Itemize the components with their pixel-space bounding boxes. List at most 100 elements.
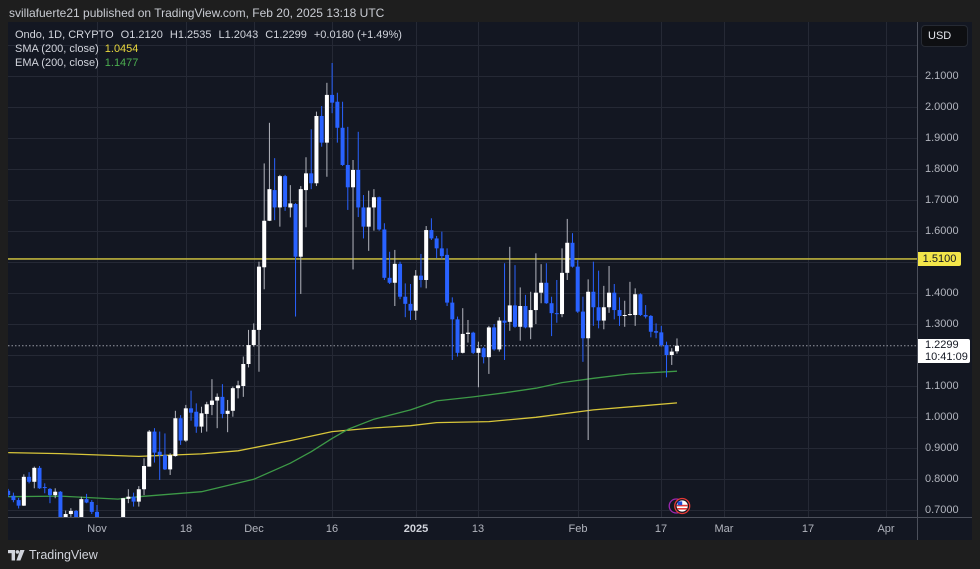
candle-down <box>42 487 47 489</box>
indicator-name[interactable]: EMA (200, close) <box>15 57 99 69</box>
candle-down <box>58 491 63 517</box>
candle-down <box>648 315 653 332</box>
candle-down <box>309 173 314 184</box>
candle-up <box>209 400 214 405</box>
time-tick: Nov <box>87 523 107 535</box>
candle-down <box>194 411 199 427</box>
candle-up <box>533 292 538 311</box>
candle-down <box>554 313 559 315</box>
candle-down <box>293 204 298 257</box>
plot-area[interactable]: Ondo, 1D, CRYPTO O1.2120 H1.2535 L1.2043… <box>8 22 917 517</box>
candle-up <box>366 207 371 227</box>
currency-button[interactable]: USD <box>921 25 968 47</box>
candle-down <box>455 319 460 353</box>
chart-legend: Ondo, 1D, CRYPTO O1.2120 H1.2535 L1.2043… <box>15 28 402 70</box>
legend-indicator-ema[interactable]: EMA (200, close) 1.1477 <box>15 56 402 70</box>
ema-line[interactable] <box>8 370 678 500</box>
candle-down <box>523 306 528 328</box>
candle-down <box>439 248 444 257</box>
candle-up <box>173 418 178 457</box>
candle-up <box>669 351 674 355</box>
candle-down <box>189 408 194 413</box>
candle-down <box>220 396 225 414</box>
ohlc-label: H <box>169 29 178 41</box>
last-price-value: 1.2299 <box>925 339 959 351</box>
candle-up <box>601 307 606 321</box>
time-tick: 16 <box>325 523 339 535</box>
price-axis[interactable]: USD 2.1000 2.0000 1.9000 1.8000 1.7000 1… <box>917 22 972 517</box>
candle-down <box>580 311 585 339</box>
candle-down <box>356 169 361 208</box>
time-tick: Dec <box>244 523 264 535</box>
chart-panel: Ondo, 1D, CRYPTO O1.2120 H1.2535 L1.2043… <box>8 22 972 540</box>
candle-down <box>74 510 79 517</box>
candle-up <box>267 189 272 221</box>
time-tick: Apr <box>877 523 895 535</box>
tradingview-footer[interactable]: TradingView <box>8 547 98 563</box>
candle-down <box>612 292 617 311</box>
bar-close-countdown: 10:41:09 <box>925 351 968 363</box>
ohlc-value: 1.2043 <box>224 29 259 41</box>
candle-down <box>162 455 167 470</box>
candle-up <box>392 263 397 283</box>
price-tick: 0.9000 <box>925 442 959 454</box>
candle-down <box>544 282 549 304</box>
candle-down <box>434 238 439 249</box>
legend-high: H1.2535 <box>170 28 212 42</box>
candle-up <box>622 315 627 317</box>
candle-up <box>121 498 126 517</box>
candle-up <box>298 189 303 257</box>
candle-up <box>627 314 632 316</box>
candle-down <box>319 115 324 143</box>
horizontal-line-price-label[interactable]: 1.5100 <box>918 252 961 266</box>
candle-down <box>418 275 423 280</box>
legend-change: +0.0180 (+1.49%) <box>313 29 402 41</box>
candle-down <box>131 496 136 502</box>
candle-up <box>199 413 204 427</box>
indicator-value: 1.1477 <box>104 57 139 69</box>
ohlc-value: 1.2299 <box>273 29 307 41</box>
candle-up <box>142 465 147 490</box>
price-tick: 1.6000 <box>925 225 959 237</box>
legend-open: O1.2120 <box>121 28 163 42</box>
candle-down <box>398 263 403 297</box>
indicator-name[interactable]: SMA (200, close) <box>15 43 99 55</box>
candle-down <box>84 499 89 503</box>
candle-up <box>68 510 73 515</box>
price-tick: 1.4000 <box>925 287 959 299</box>
candle-down <box>27 476 32 482</box>
candle-down <box>591 291 596 308</box>
candle-down <box>283 176 288 207</box>
ohlc-label: C <box>265 29 274 41</box>
price-tick: 1.1000 <box>925 380 959 392</box>
time-tick: 17 <box>654 523 668 535</box>
time-tick: Mar <box>714 523 734 535</box>
candle-down <box>492 327 497 350</box>
legend-symbol-row[interactable]: Ondo, 1D, CRYPTO O1.2120 H1.2535 L1.2043… <box>15 28 402 42</box>
candle-up <box>256 266 261 330</box>
candle-down <box>643 315 648 317</box>
ohlc-value: 1.2120 <box>129 29 163 41</box>
legend-indicator-sma[interactable]: SMA (200, close) 1.0454 <box>15 42 402 56</box>
price-tick: 1.7000 <box>925 194 959 206</box>
candle-down <box>272 190 277 208</box>
candle-down <box>664 345 669 355</box>
symbol-title[interactable]: Ondo, 1D, CRYPTO <box>15 29 114 41</box>
last-price-label: 1.2299 10:41:09 <box>918 339 970 363</box>
candle-up <box>236 385 241 389</box>
candle-up <box>460 333 465 353</box>
candle-down <box>638 294 643 316</box>
candle-down <box>47 488 52 496</box>
candle-up <box>304 173 308 191</box>
price-tick: 0.7000 <box>925 504 959 516</box>
legend-low: L1.2043 <box>218 28 258 42</box>
candle-up <box>230 388 235 411</box>
candlestick-chart[interactable] <box>8 22 917 517</box>
legend-close: C1.2299 <box>265 28 307 42</box>
candle-down <box>335 101 340 128</box>
candle-down <box>596 307 601 321</box>
candle-down <box>95 511 99 517</box>
candle-up <box>565 242 570 273</box>
time-axis[interactable]: Nov 18 Dec 16 2025 13 Feb 17 Mar 17 Apr <box>8 517 917 540</box>
us-flag-icon[interactable] <box>668 497 691 515</box>
